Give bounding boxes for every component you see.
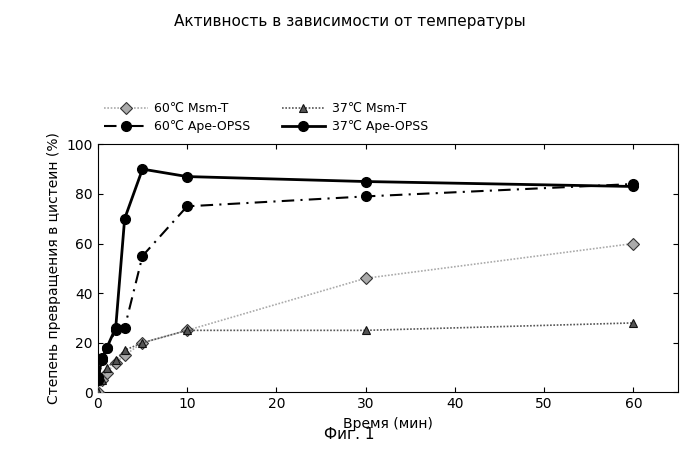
X-axis label: Время (мин): Время (мин)	[343, 417, 433, 431]
Y-axis label: Степень превращения в цистеин (%): Степень превращения в цистеин (%)	[47, 133, 61, 404]
Text: Фиг. 1: Фиг. 1	[324, 427, 375, 442]
Legend: 60℃ Msm-T, 60℃ Ape-OPSS, 37℃ Msm-T, 37℃ Ape-OPSS: 60℃ Msm-T, 60℃ Ape-OPSS, 37℃ Msm-T, 37℃ …	[104, 102, 428, 133]
Text: Активность в зависимости от температуры: Активность в зависимости от температуры	[173, 14, 526, 28]
